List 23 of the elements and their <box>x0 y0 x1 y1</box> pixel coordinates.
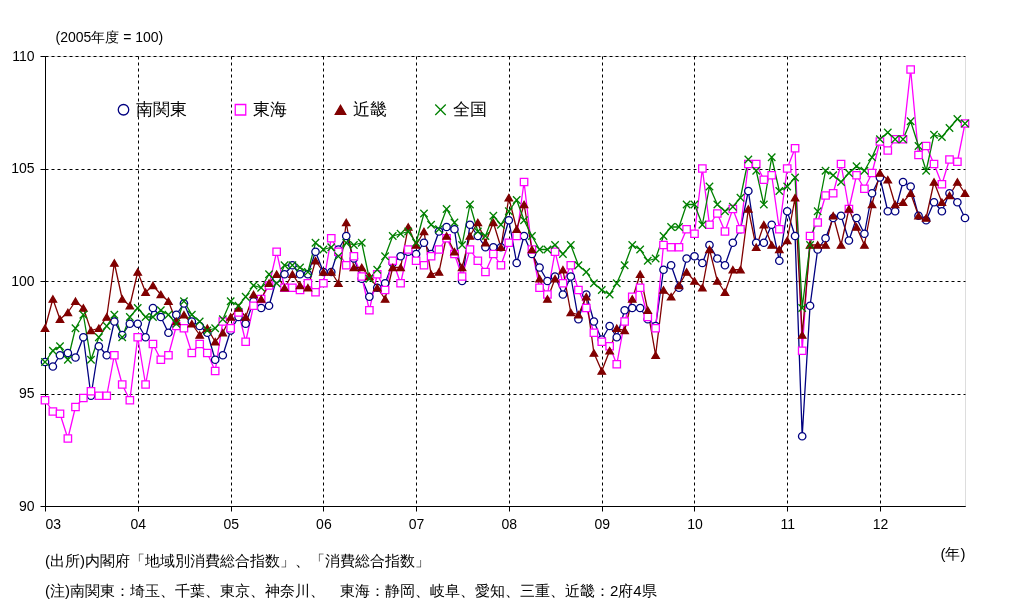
y-tick-label: 90 <box>18 497 35 514</box>
text: (出所)内閣府「地域別消費総合指数」、「消費総合指数」 <box>45 552 430 569</box>
legend-label: 全国 <box>453 99 487 119</box>
x-axis-title: (年) <box>940 544 966 562</box>
x-tick-label: 06 <box>316 515 332 532</box>
x-tick-label: 05 <box>223 515 240 532</box>
text: (注)南関東：埼玉、千葉、東京、神奈川、 東海：静岡、岐阜、愛知、三重、近畿：2府4県 <box>45 582 657 599</box>
y-axis-title: (2005年度 = 100) <box>55 28 164 45</box>
x-tick-label: 09 <box>594 515 611 532</box>
x-tick-label: 04 <box>130 515 147 532</box>
x-tick-label: 12 <box>872 515 889 532</box>
x-tick-label: 07 <box>408 515 425 532</box>
x-tick-label: 08 <box>501 515 518 532</box>
y-tick-label: 110 <box>12 47 35 64</box>
y-tick-label: 95 <box>18 385 35 401</box>
x-tick-label: 10 <box>687 515 703 532</box>
legend-label: 南関東 <box>136 99 187 119</box>
x-tick-label: 11 <box>780 515 796 532</box>
legend-label: 近畿 <box>353 99 387 119</box>
y-tick-label: 100 <box>11 272 35 289</box>
y-tick-label: 105 <box>11 160 35 176</box>
x-tick-label: 03 <box>45 515 62 532</box>
legend-label: 東海 <box>253 99 287 119</box>
